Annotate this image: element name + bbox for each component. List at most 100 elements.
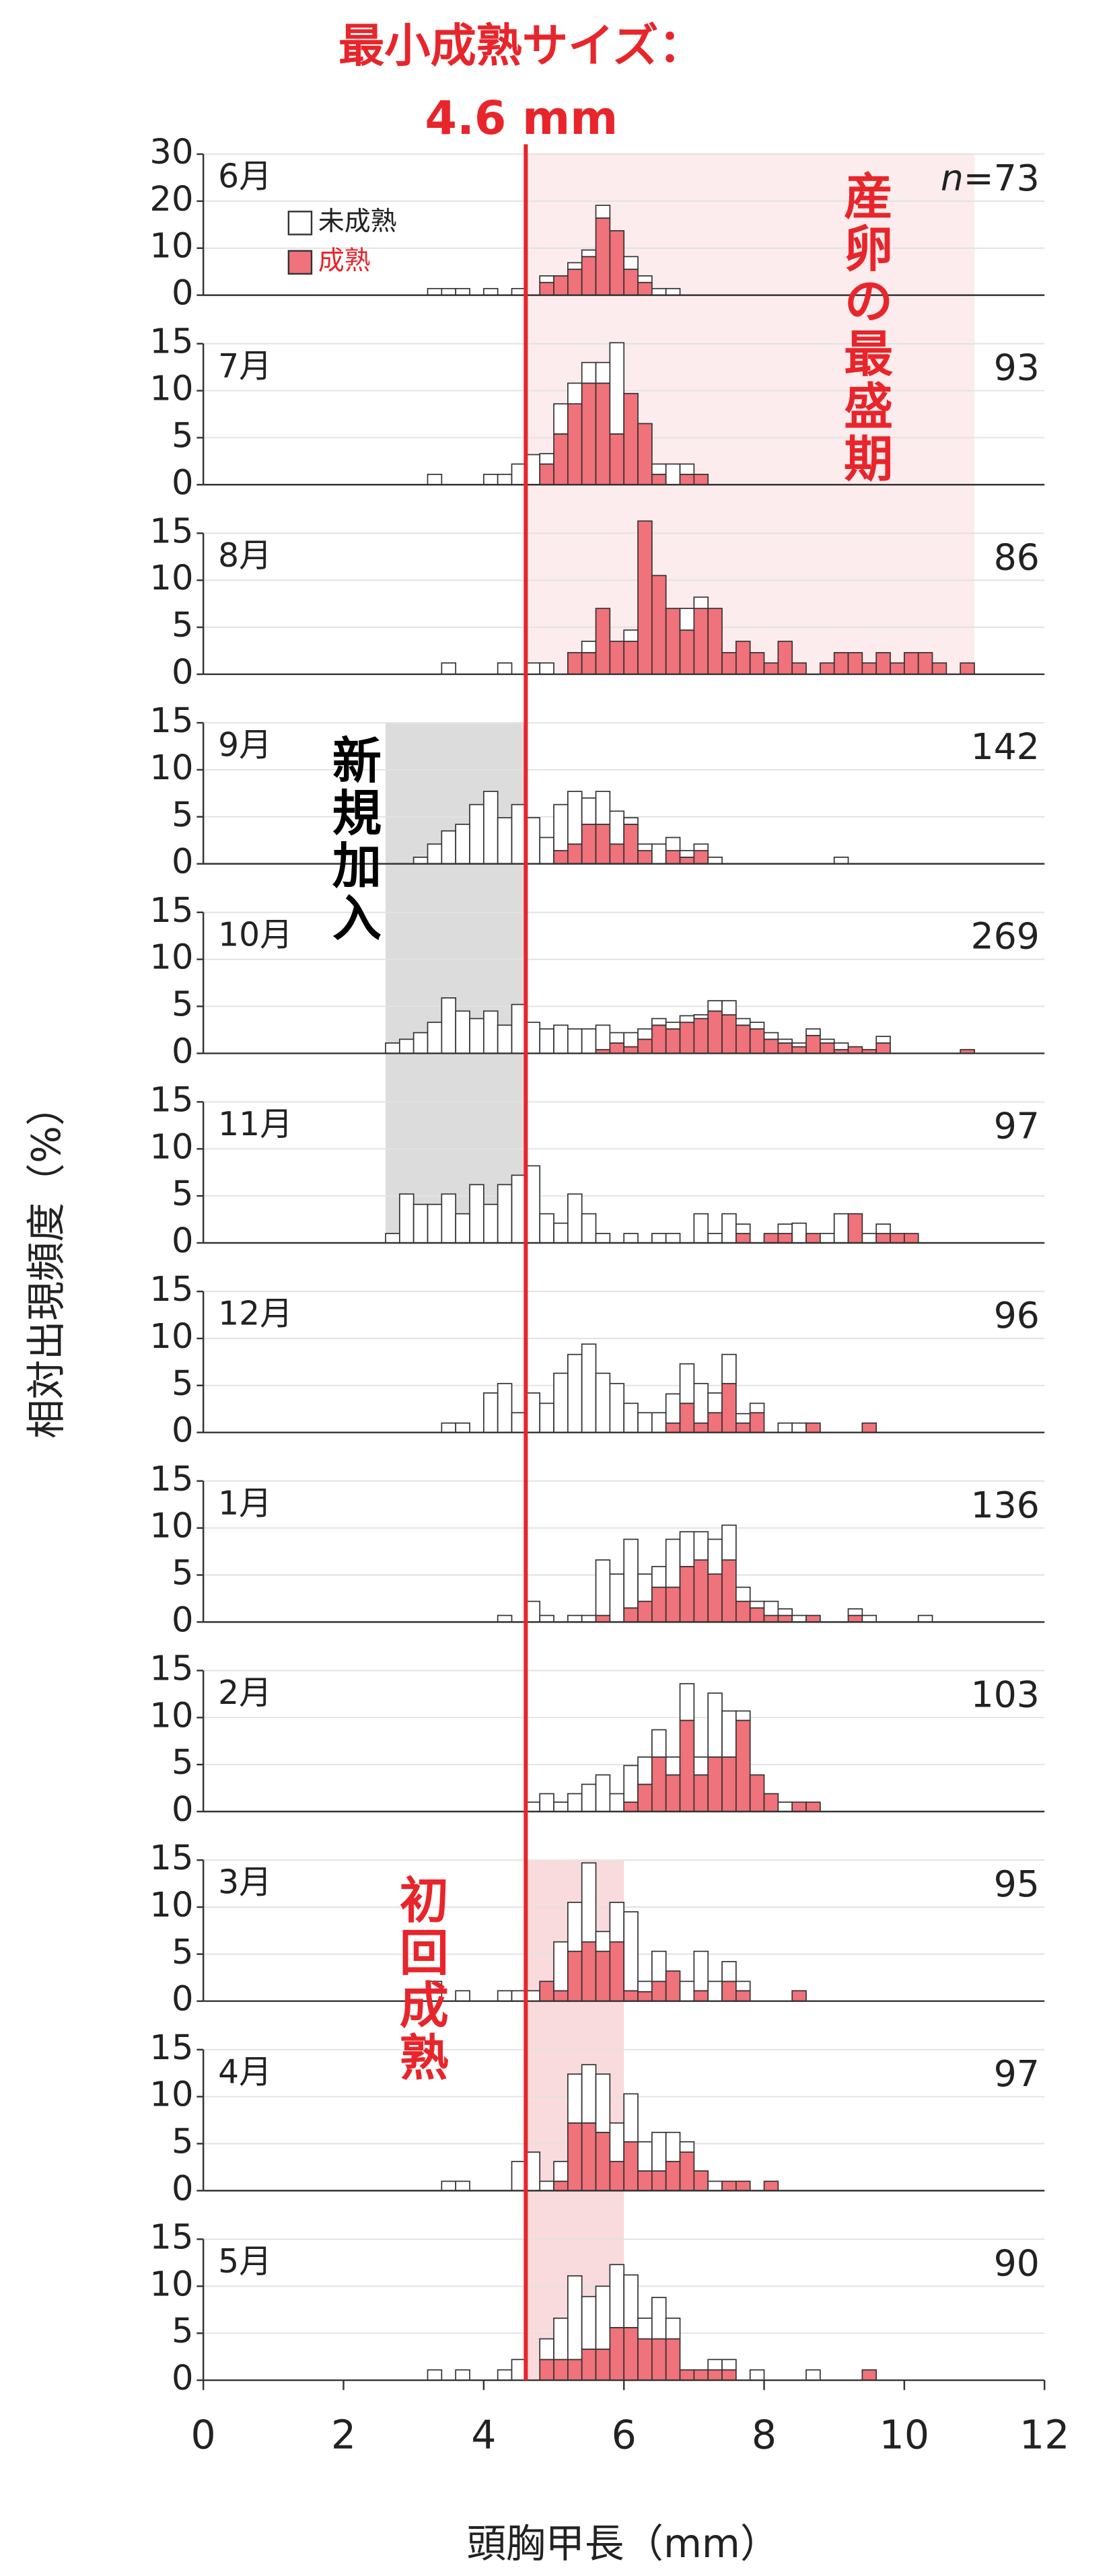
- bar-immature: [581, 1862, 597, 1943]
- bar-mature: [581, 1941, 597, 2002]
- bar-mature: [679, 1402, 695, 1433]
- bar-mature: [581, 382, 597, 486]
- bar-immature: [749, 2369, 765, 2381]
- bar-immature: [482, 1392, 499, 1433]
- bar-immature: [441, 830, 457, 865]
- bar-mature: [665, 2338, 681, 2381]
- bar-immature: [427, 1022, 443, 1054]
- bar-mature: [637, 1600, 653, 1623]
- y-tick-label: 0: [172, 1790, 194, 1830]
- bar-mature: [623, 2141, 639, 2192]
- bar-immature: [497, 474, 513, 486]
- bar-mature: [665, 850, 681, 865]
- bar-mature: [847, 1213, 863, 1244]
- bar-immature: [805, 2369, 821, 2381]
- bar-mature: [623, 392, 639, 486]
- y-tick-label: 10: [149, 1696, 193, 1736]
- bar-mature: [693, 850, 709, 865]
- bar-mature: [735, 1990, 751, 2002]
- bar-mature: [693, 1774, 709, 1812]
- legend-label: 成熟: [318, 246, 371, 276]
- bar-mature: [917, 651, 933, 675]
- bar-immature: [665, 1233, 681, 1244]
- sample-size-value: 97: [994, 1104, 1040, 1147]
- bar-immature: [427, 474, 443, 486]
- y-tick-label: 15: [149, 701, 193, 741]
- panel-label: 7月: [218, 347, 272, 385]
- bar-immature: [525, 817, 541, 865]
- bar-immature: [609, 1793, 625, 1812]
- bar-mature: [721, 1014, 737, 1054]
- bar-immature: [609, 810, 625, 845]
- bar-mature: [553, 1990, 569, 2002]
- bar-mature: [791, 1990, 807, 2002]
- y-tick-label: 30: [149, 133, 193, 172]
- bar-mature: [567, 651, 583, 675]
- bar-immature: [539, 275, 554, 283]
- bar-immature: [455, 1990, 470, 2002]
- bar-immature: [482, 474, 499, 486]
- sample-size-value: 97: [994, 2052, 1040, 2094]
- bar-mature: [777, 1042, 793, 1054]
- bar-mature: [693, 474, 709, 486]
- bar-immature: [651, 1412, 667, 1433]
- bar-immature: [553, 1372, 569, 1433]
- bar-immature: [679, 850, 695, 858]
- bar-mature: [595, 608, 611, 675]
- bar-immature: [455, 1010, 470, 1054]
- bar-mature: [553, 433, 569, 486]
- bar-mature: [763, 1793, 779, 1812]
- bar-immature: [875, 1223, 891, 1234]
- bar-immature: [651, 2131, 667, 2172]
- bar-immature: [595, 1024, 611, 1050]
- bar-mature: [749, 1607, 765, 1623]
- bar-immature: [567, 1902, 583, 1952]
- bar-mature: [875, 651, 891, 675]
- y-tick-label: 5: [172, 1933, 194, 1972]
- bar-immature: [623, 1538, 639, 1609]
- bar-immature: [398, 1038, 415, 1054]
- bar-mature: [805, 1422, 821, 1433]
- bar-mature: [553, 2180, 569, 2192]
- bar-immature: [511, 803, 527, 865]
- bar-mature: [665, 2161, 681, 2192]
- y-tick-label: 5: [172, 2122, 194, 2162]
- bar-immature: [581, 2064, 597, 2124]
- y-tick-label: 10: [149, 1317, 193, 1357]
- x-axis-label: 頭胸甲長（mm）: [467, 2521, 780, 2567]
- bar-immature: [735, 1017, 751, 1026]
- y-tick-label: 15: [149, 1270, 193, 1310]
- bar-immature: [539, 453, 554, 465]
- bar-immature: [595, 1372, 611, 1433]
- bar-immature: [623, 2274, 639, 2328]
- y-axis-label: 相対出現頻度（%）: [24, 1087, 69, 1439]
- y-tick-label: 0: [172, 1411, 194, 1451]
- bar-mature: [609, 1941, 625, 2002]
- bar-immature: [497, 1990, 513, 2002]
- bar-immature: [651, 463, 667, 475]
- bar-immature: [833, 1042, 849, 1050]
- bar-immature: [651, 1233, 667, 1244]
- bar-immature: [581, 641, 597, 653]
- bar-immature: [581, 361, 597, 384]
- bar-immature: [539, 1213, 554, 1244]
- bar-mature: [567, 2122, 583, 2192]
- bar-mature: [679, 629, 695, 675]
- bar-mature: [623, 2326, 639, 2381]
- bar-mature: [567, 843, 583, 865]
- y-tick-label: 0: [172, 843, 194, 882]
- bar-immature: [511, 1990, 527, 2002]
- panel-label: 9月: [218, 727, 272, 764]
- bar-immature: [637, 275, 653, 283]
- bar-mature: [693, 1990, 709, 2002]
- bar-immature: [749, 1022, 765, 1030]
- bar-immature: [735, 1980, 751, 1992]
- bar-immature: [693, 1014, 709, 1019]
- bar-immature: [441, 2180, 457, 2192]
- bar-immature: [637, 1980, 653, 1993]
- bar-mature: [847, 651, 863, 675]
- x-tick-label: 2: [331, 2412, 356, 2458]
- y-tick-label: 15: [149, 1838, 193, 1878]
- bar-immature: [539, 662, 554, 675]
